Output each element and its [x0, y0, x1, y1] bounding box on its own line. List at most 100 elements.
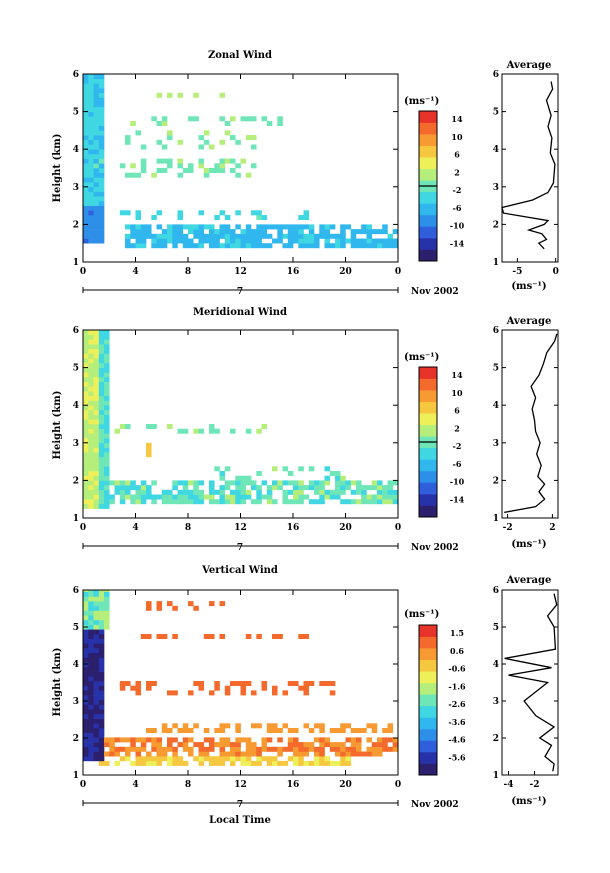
- heatmap-cell: [251, 690, 257, 696]
- colorbar-label: -1.6: [448, 681, 466, 691]
- heatmap-cell: [172, 485, 178, 491]
- heatmap-cell: [266, 489, 273, 495]
- heatmap-cell: [193, 499, 199, 505]
- heatmap-cell: [345, 480, 352, 486]
- heatmap-cell: [98, 456, 105, 462]
- heatmap-cell: [98, 648, 105, 654]
- profile-x-tick-label: -2: [530, 780, 540, 790]
- heatmap-cell: [182, 243, 189, 249]
- heatmap-cell: [335, 471, 341, 476]
- heatmap-cell: [93, 629, 100, 635]
- heatmap-cell: [392, 229, 398, 235]
- colorbar-label: -0.6: [448, 664, 466, 674]
- heatmap-cell: [135, 681, 142, 686]
- heatmap-cell: [140, 746, 147, 752]
- heatmap-cell: [214, 728, 220, 733]
- heatmap-cell: [104, 424, 110, 429]
- heatmap-cell: [98, 106, 105, 112]
- heatmap-cell: [83, 732, 89, 738]
- heatmap-cell: [272, 723, 278, 729]
- heatmap-cell: [209, 746, 215, 752]
- heatmap-cell: [98, 153, 105, 159]
- heatmap-cell: [308, 742, 315, 748]
- heatmap-cell: [135, 224, 142, 230]
- heatmap-cell: [83, 377, 89, 382]
- heatmap-cell: [261, 480, 268, 486]
- heatmap-cell: [219, 760, 226, 766]
- heatmap-cell: [83, 186, 89, 192]
- heatmap-cell: [219, 737, 226, 743]
- heatmap-cell: [172, 233, 178, 239]
- x-tick-label: 12: [234, 780, 247, 790]
- heatmap-cell: [182, 428, 189, 434]
- heatmap-cell: [282, 243, 289, 249]
- heatmap-cell: [98, 503, 105, 509]
- colorbar-swatch: [419, 214, 437, 227]
- heatmap-cell: [146, 447, 152, 453]
- heatmap-cell: [161, 229, 168, 235]
- heatmap-cell: [308, 760, 315, 766]
- heatmap-cell: [93, 685, 100, 691]
- heatmap-cell: [88, 224, 94, 230]
- heatmap-cell: [198, 233, 205, 239]
- heatmap-cell: [93, 704, 100, 710]
- colorbar-swatch: [419, 390, 437, 402]
- heatmap-cell: [83, 74, 89, 79]
- heatmap-cell: [98, 760, 105, 766]
- heatmap-cell: [88, 130, 94, 136]
- heatmap-cell: [83, 699, 89, 705]
- heatmap-cell: [340, 243, 346, 249]
- colorbar-label: -5.6: [448, 752, 466, 762]
- heatmap-cell: [387, 723, 394, 729]
- heatmap-cell: [203, 168, 210, 173]
- heatmap-cell: [98, 386, 105, 392]
- heatmap-cell: [240, 499, 247, 505]
- heatmap-cell: [219, 168, 226, 173]
- heatmap-cell: [88, 414, 94, 420]
- heatmap-cell: [272, 760, 278, 766]
- heatmap-cell: [93, 503, 100, 509]
- heatmap-cell: [135, 233, 142, 239]
- heatmap-cell: [240, 681, 247, 686]
- heatmap-cell: [146, 605, 152, 611]
- heatmap-cell: [319, 224, 325, 230]
- heatmap-cell: [98, 624, 105, 630]
- heatmap-cell: [83, 480, 89, 486]
- heatmap-cell: [83, 619, 89, 625]
- colorbar-label: 10: [451, 388, 463, 398]
- heatmap-cell: [319, 728, 325, 733]
- heatmap-cell: [93, 638, 100, 644]
- heatmap-cell: [277, 751, 283, 757]
- heatmap-cell: [329, 690, 336, 696]
- heatmap-cell: [335, 742, 341, 748]
- heatmap-cell: [83, 205, 89, 211]
- heatmap-cell: [398, 480, 404, 485]
- heatmap-cell: [88, 695, 94, 701]
- heatmap-cell: [172, 494, 178, 500]
- heatmap-cell: [83, 163, 89, 169]
- heatmap-cell: [172, 224, 178, 230]
- heatmap-cell: [182, 742, 189, 748]
- heatmap-cell: [230, 751, 236, 757]
- profile-x-tick-label: -4: [504, 780, 514, 790]
- heatmap-cell: [209, 424, 215, 429]
- heatmap-cell: [371, 499, 378, 505]
- heatmap-cell: [104, 353, 110, 359]
- heatmap-cell: [261, 681, 268, 686]
- heatmap-cell: [335, 751, 341, 757]
- colorbar-swatch: [419, 493, 437, 506]
- heatmap-cell: [98, 177, 105, 183]
- heatmap-cell: [156, 742, 163, 748]
- heatmap-cell: [93, 358, 100, 364]
- heatmap-cell: [88, 756, 94, 762]
- heatmap-cell: [98, 494, 105, 500]
- heatmap-cell: [130, 685, 136, 691]
- heatmap-cell: [140, 158, 147, 164]
- heatmap-cell: [272, 499, 278, 505]
- heatmap-cell: [177, 163, 184, 169]
- heatmap-cell: [209, 168, 215, 173]
- heatmap-cell: [167, 224, 173, 230]
- heatmap-cell: [298, 480, 304, 486]
- heatmap-cell: [350, 489, 357, 495]
